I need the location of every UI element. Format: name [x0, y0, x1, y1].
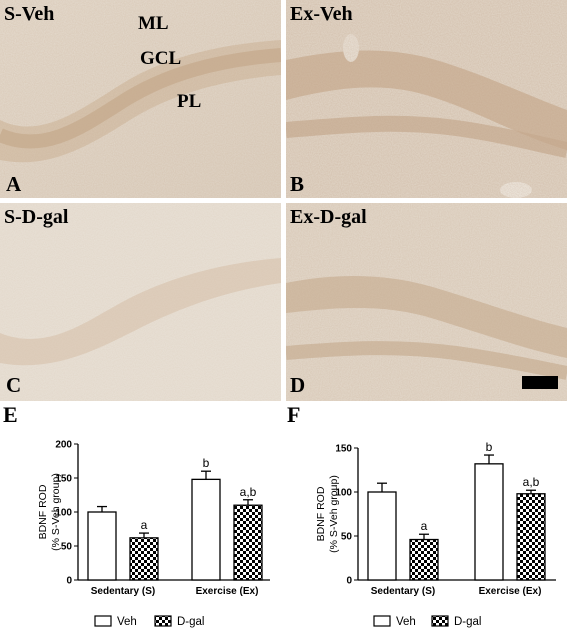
region-label-gcl: GCL: [140, 48, 182, 69]
y-tick-label: 100: [55, 508, 72, 519]
significance-label: a: [141, 518, 148, 532]
y-tick-label: 150: [335, 444, 352, 455]
bar-d-gal-1: [516, 493, 546, 581]
significance-label: a: [421, 519, 428, 533]
micrograph-a-image: [0, 0, 281, 198]
micrograph-panel-a: S-Veh ML GCL PL A: [0, 0, 281, 198]
bar-veh-0: [367, 491, 397, 581]
y-tick-label: 100: [335, 488, 352, 499]
y-axis-label: BDNF ROD(% S-Veh group): [37, 473, 62, 551]
micrograph-panel-b: Ex-Veh B: [286, 0, 567, 198]
legend-label-veh: Veh: [117, 616, 137, 628]
category-label: Exercise (Ex): [479, 586, 542, 597]
significance-label: b: [486, 440, 493, 454]
micrograph-panel-d: Ex-D-gal D: [286, 203, 567, 401]
figure-letter-e: E: [3, 402, 18, 427]
micrograph-d-image: [286, 203, 567, 401]
legend-swatch-veh: [373, 615, 391, 627]
y-tick-label: 0: [66, 576, 72, 587]
legend-swatch-veh: [94, 615, 112, 627]
region-label-ml: ML: [138, 13, 169, 34]
panel-d-title: Ex-D-gal: [290, 206, 367, 228]
bar-d-gal-0: [409, 538, 439, 581]
significance-label: a,b: [523, 475, 540, 489]
bar-veh-1: [474, 463, 504, 581]
y-tick-label: 150: [55, 474, 72, 485]
panel-c-letter: C: [6, 373, 22, 397]
bar-veh-1: [191, 478, 221, 581]
significance-label: b: [203, 456, 210, 470]
category-label: Exercise (Ex): [196, 586, 259, 597]
y-axis-label: BDNF ROD(% S-Veh group): [315, 475, 340, 553]
bar-d-gal-1: [233, 504, 263, 581]
bar-d-gal-0: [129, 537, 159, 581]
scale-bar: [522, 376, 558, 389]
legend-label-d-gal: D-gal: [177, 616, 204, 628]
legend-label-d-gal: D-gal: [454, 616, 481, 628]
panel-a-letter: A: [6, 172, 22, 196]
category-label: Sedentary (S): [371, 586, 435, 597]
micrograph-c-image: [0, 203, 281, 401]
micrograph-panel-c: S-D-gal C: [0, 203, 281, 401]
y-tick-label: 50: [61, 542, 73, 553]
panel-c-title: S-D-gal: [4, 206, 69, 228]
significance-label: a,b: [240, 485, 257, 499]
panel-a-title: S-Veh: [4, 3, 55, 25]
panel-d-letter: D: [290, 373, 306, 397]
panel-b-title: Ex-Veh: [290, 3, 353, 25]
bar-chart-e: 0 50 100 150 200 BDNF ROD(% S-Veh group) a Sede…: [37, 440, 270, 628]
region-label-pl: PL: [177, 91, 202, 112]
figure-letter-f: F: [287, 402, 301, 427]
legend-swatch-d-gal: [431, 615, 449, 627]
legend-label-veh: Veh: [396, 616, 416, 628]
y-tick-label: 0: [346, 576, 352, 587]
panel-b-letter: B: [290, 172, 305, 196]
legend-swatch-d-gal: [154, 615, 172, 627]
bar-chart-f: 0 50 100 150 BDNF ROD(% S-Veh group) a Sedenta…: [315, 440, 556, 628]
micrograph-b-image: [286, 0, 567, 198]
y-tick-label: 200: [55, 440, 72, 451]
y-tick-label: 50: [341, 532, 353, 543]
bar-veh-0: [87, 511, 117, 581]
category-label: Sedentary (S): [91, 586, 155, 597]
